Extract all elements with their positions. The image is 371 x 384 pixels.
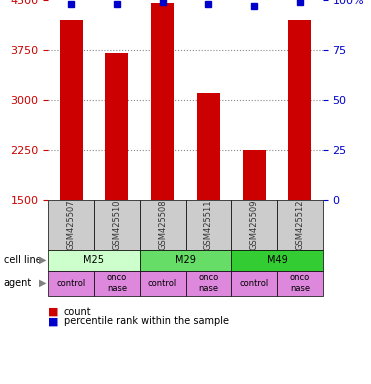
Bar — [243, 150, 266, 200]
Bar — [151, 3, 174, 200]
Text: ▶: ▶ — [39, 278, 46, 288]
Text: GSM425509: GSM425509 — [250, 199, 259, 250]
Text: control: control — [56, 279, 86, 288]
Text: agent: agent — [4, 278, 32, 288]
Text: onco
nase: onco nase — [107, 273, 127, 293]
Text: control: control — [148, 279, 177, 288]
Text: ■: ■ — [48, 316, 59, 326]
Text: GSM425508: GSM425508 — [158, 199, 167, 250]
Text: M29: M29 — [175, 255, 196, 265]
Text: onco
nase: onco nase — [290, 273, 310, 293]
Text: M49: M49 — [267, 255, 288, 265]
Text: count: count — [64, 307, 91, 317]
Text: GSM425507: GSM425507 — [67, 199, 76, 250]
Text: control: control — [240, 279, 269, 288]
Text: ▶: ▶ — [39, 255, 46, 265]
Text: GSM425510: GSM425510 — [112, 199, 121, 250]
Bar — [289, 20, 311, 200]
Text: onco
nase: onco nase — [198, 273, 219, 293]
Text: ■: ■ — [48, 307, 59, 317]
Text: percentile rank within the sample: percentile rank within the sample — [64, 316, 229, 326]
Bar — [60, 20, 82, 200]
Text: M25: M25 — [83, 255, 105, 265]
Text: GSM425512: GSM425512 — [295, 199, 304, 250]
Text: GSM425511: GSM425511 — [204, 199, 213, 250]
Bar — [105, 53, 128, 200]
Bar — [197, 93, 220, 200]
Text: cell line: cell line — [4, 255, 42, 265]
